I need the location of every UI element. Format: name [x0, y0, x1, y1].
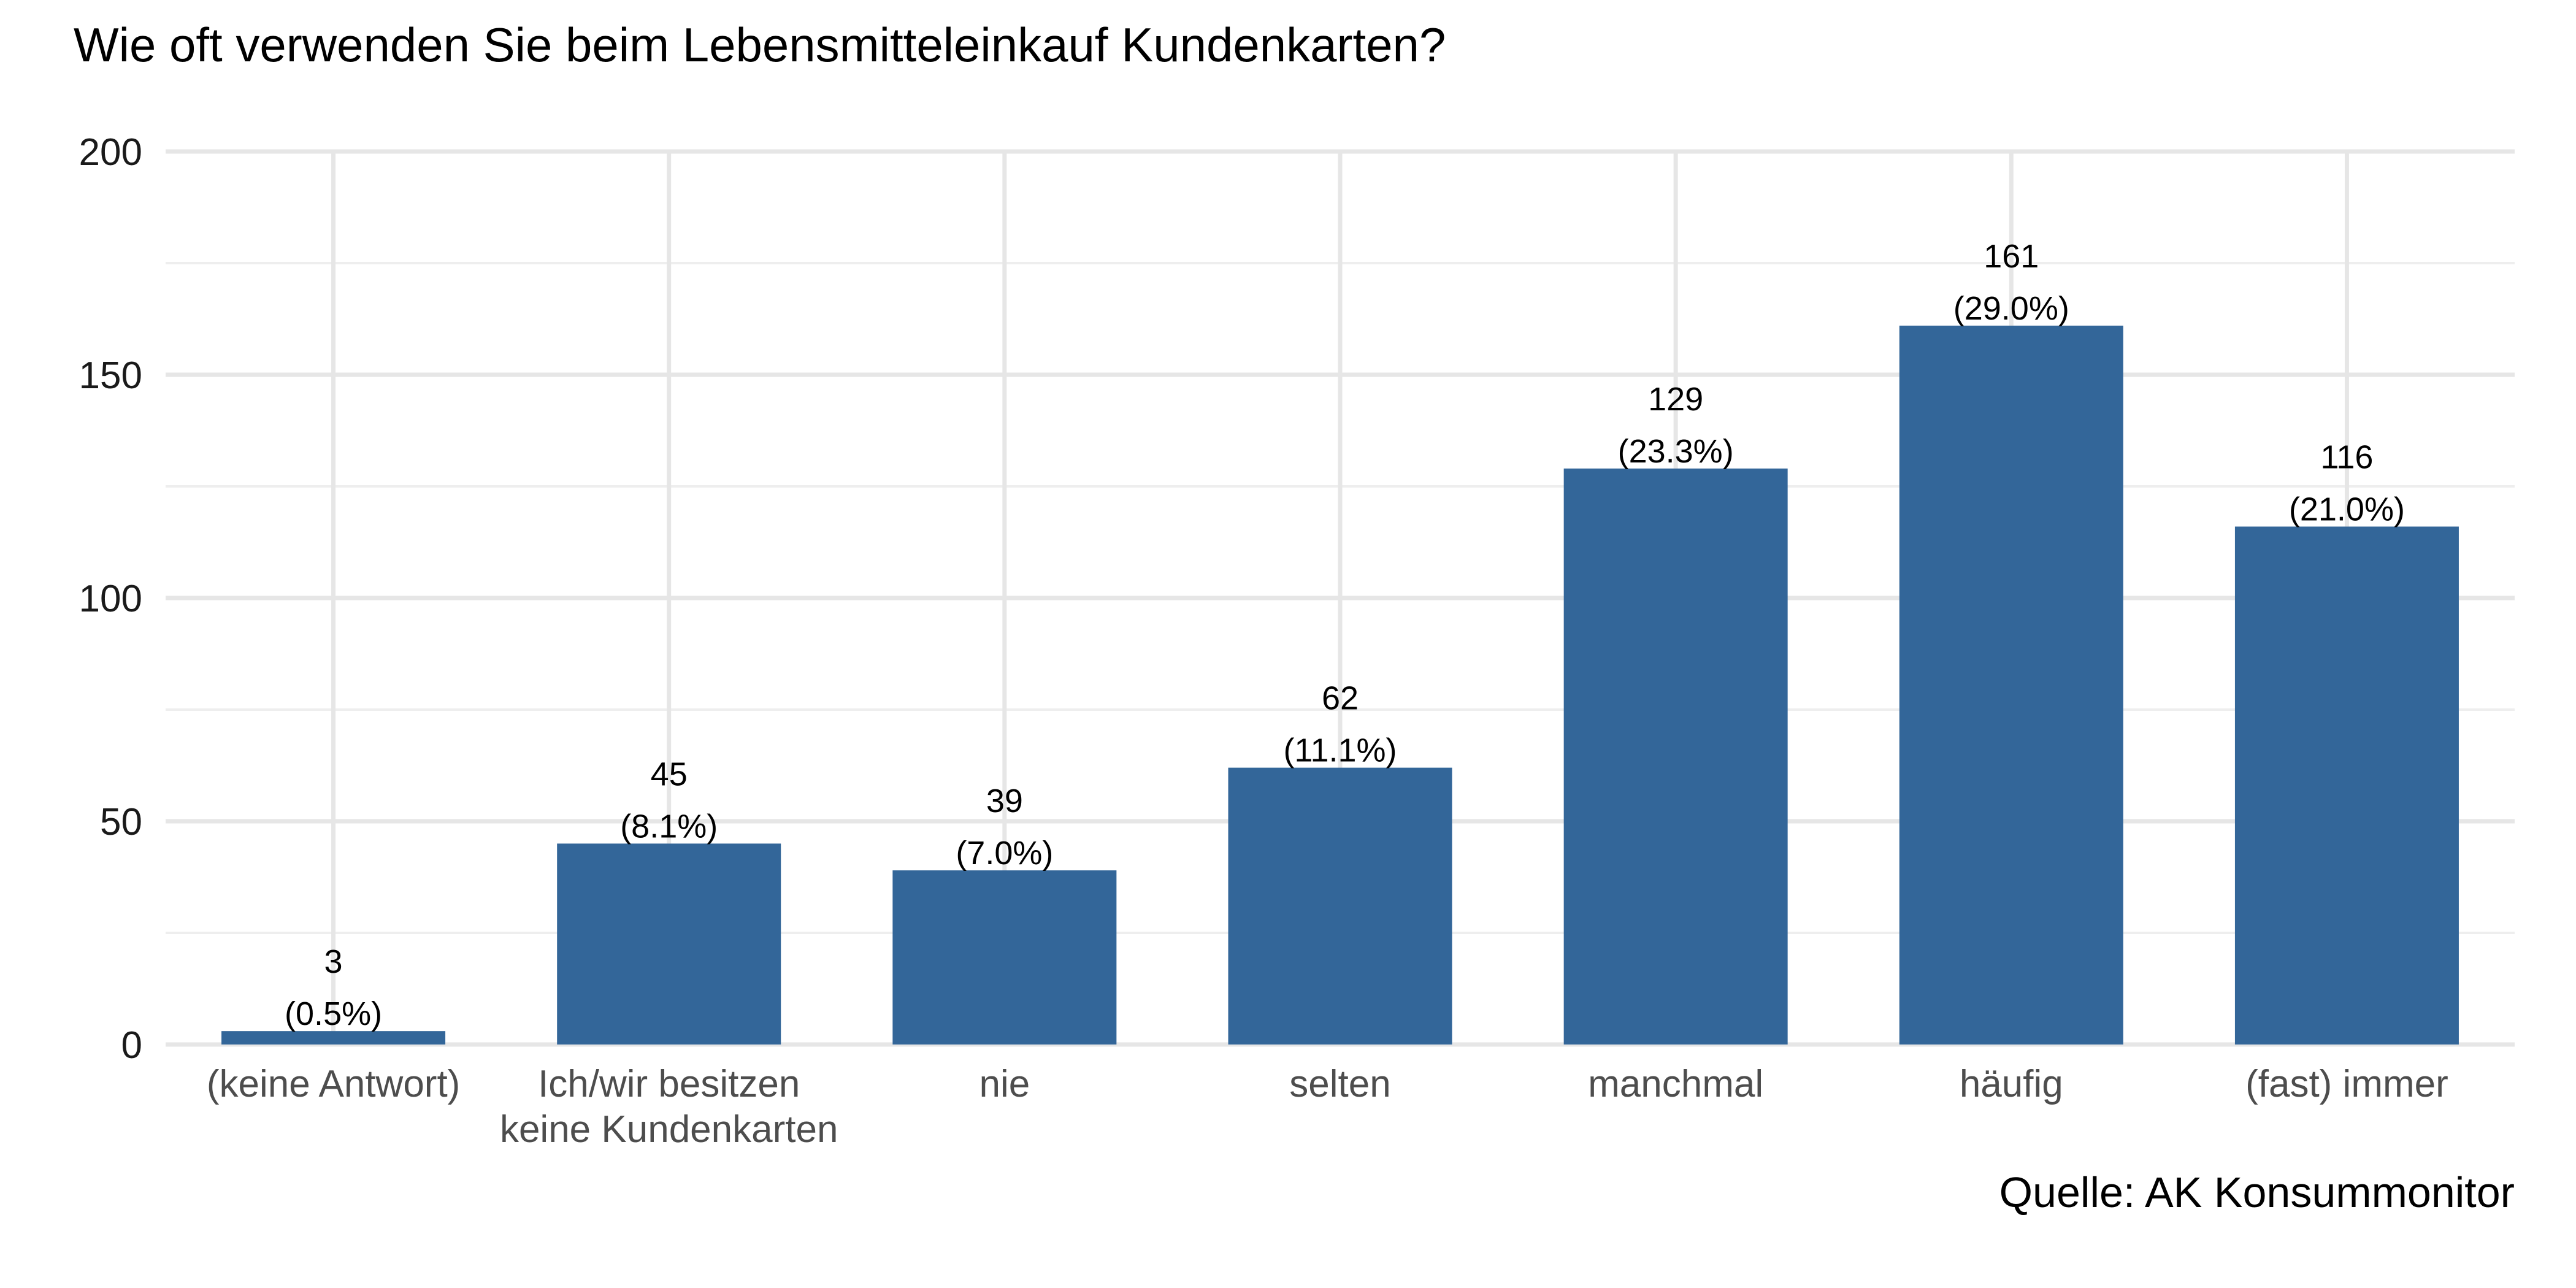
y-tick-label: 0: [121, 1024, 142, 1067]
data-label-count: 39: [986, 783, 1023, 819]
bar: [1563, 468, 1788, 1045]
x-tick-line: Ich/wir besitzen: [538, 1063, 800, 1105]
y-tick-label: 50: [100, 801, 142, 843]
bar: [557, 843, 781, 1045]
x-tick-label: (fast) immer: [2245, 1063, 2448, 1105]
data-labels: 3 (0.5%) 45 (8.1%) 39 (7.0%) 62 (11.1%) 129 (23.3…: [285, 238, 2405, 1032]
chart-title: Wie oft verwenden Sie beim Lebensmittele…: [74, 18, 1446, 72]
x-tick-line: keine Kundenkarten: [500, 1108, 838, 1151]
bar: [1228, 767, 1452, 1045]
bar: [221, 1031, 446, 1045]
x-axis-ticks: (keine Antwort) Ich/wir besitzen keine Kun…: [207, 1063, 2448, 1151]
bar: [2234, 526, 2459, 1045]
y-tick-label: 150: [79, 355, 142, 397]
x-tick-line: (keine Antwort): [207, 1063, 461, 1105]
bar: [892, 870, 1117, 1045]
x-tick-line: (fast) immer: [2245, 1063, 2448, 1105]
x-tick-label: (keine Antwort): [207, 1063, 461, 1105]
y-tick-label: 200: [79, 131, 142, 174]
x-tick-label: selten: [1289, 1063, 1390, 1105]
chart-caption: Quelle: AK Konsummonitor: [1999, 1168, 2515, 1216]
data-label-percent: (23.3%): [1618, 433, 1734, 470]
data-label-percent: (11.1%): [1283, 732, 1397, 769]
data-label-percent: (21.0%): [2289, 491, 2405, 528]
y-axis-ticks: 0 50 100 150 200: [79, 131, 142, 1067]
data-label-percent: (29.0%): [1953, 290, 2069, 327]
data-label-count: 129: [1648, 381, 1703, 418]
x-tick-line: manchmal: [1588, 1063, 1763, 1105]
data-label-count: 3: [324, 943, 343, 980]
x-tick-line: selten: [1289, 1063, 1390, 1105]
data-label-count: 45: [651, 756, 688, 792]
x-tick-line: häufig: [1960, 1063, 2063, 1105]
x-tick-label: häufig: [1960, 1063, 2063, 1105]
data-label-count: 62: [1322, 680, 1359, 717]
data-label-count: 161: [1984, 238, 2039, 275]
x-tick-label: nie: [979, 1063, 1030, 1105]
x-tick-label: manchmal: [1588, 1063, 1763, 1105]
x-tick-line: nie: [979, 1063, 1030, 1105]
bars: [221, 325, 2459, 1045]
data-label-percent: (8.1%): [620, 808, 718, 845]
bar: [1899, 325, 2123, 1045]
data-label-percent: (7.0%): [956, 835, 1053, 872]
data-label-percent: (0.5%): [285, 995, 382, 1032]
data-label-count: 116: [2320, 439, 2373, 476]
x-tick-label: Ich/wir besitzen keine Kundenkarten: [500, 1063, 838, 1151]
y-tick-label: 100: [79, 578, 142, 620]
